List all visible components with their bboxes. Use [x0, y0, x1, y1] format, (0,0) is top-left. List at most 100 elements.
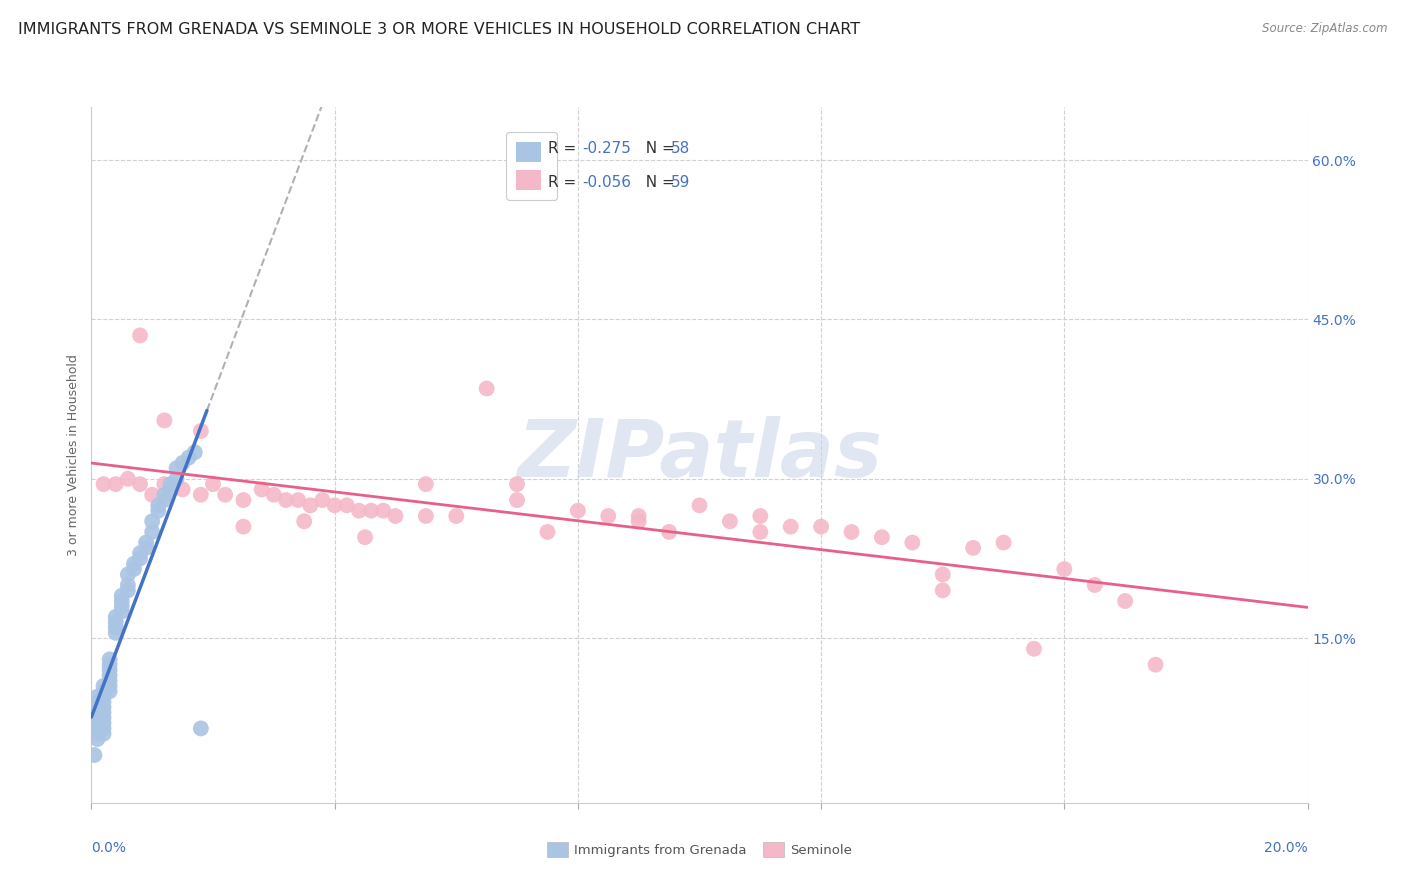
Point: [749, 508, 772, 523]
Point: [166, 472, 188, 486]
Point: [506, 493, 529, 508]
Text: IMMIGRANTS FROM GRENADA VS SEMINOLE 3 OR MORE VEHICLES IN HOUSEHOLD CORRELATION : IMMIGRANTS FROM GRENADA VS SEMINOLE 3 OR…: [18, 22, 860, 37]
Text: N =: N =: [636, 142, 679, 156]
Point: [104, 625, 127, 640]
Point: [347, 504, 370, 518]
Point: [993, 535, 1015, 549]
Point: [93, 477, 115, 491]
Point: [250, 483, 273, 497]
Point: [263, 488, 285, 502]
Point: [931, 583, 953, 598]
Point: [98, 663, 121, 677]
Point: [129, 551, 152, 566]
Point: [810, 519, 832, 533]
Point: [506, 477, 529, 491]
Point: [93, 711, 115, 725]
Point: [1053, 562, 1076, 576]
Point: [779, 519, 801, 533]
Point: [184, 445, 207, 459]
Point: [111, 594, 134, 608]
Point: [98, 673, 121, 688]
Point: [93, 700, 115, 714]
Point: [360, 504, 382, 518]
Text: 0.0%: 0.0%: [91, 841, 127, 855]
Text: -0.275: -0.275: [582, 142, 631, 156]
Text: Source: ZipAtlas.com: Source: ZipAtlas.com: [1263, 22, 1388, 36]
Point: [901, 535, 924, 549]
Point: [475, 382, 498, 396]
Point: [117, 567, 139, 582]
Point: [962, 541, 984, 555]
Point: [627, 508, 650, 523]
Text: N =: N =: [636, 175, 679, 190]
Point: [86, 732, 108, 747]
Point: [598, 508, 620, 523]
Point: [111, 599, 134, 614]
Point: [122, 562, 145, 576]
Point: [111, 605, 134, 619]
Point: [627, 514, 650, 528]
Point: [98, 679, 121, 693]
Point: [870, 530, 893, 544]
Point: [190, 424, 212, 438]
Point: [93, 690, 115, 704]
Point: [232, 493, 254, 508]
Text: R =: R =: [548, 142, 582, 156]
Point: [354, 530, 377, 544]
Point: [98, 684, 121, 698]
Y-axis label: 3 or more Vehicles in Household: 3 or more Vehicles in Household: [67, 354, 80, 556]
Point: [98, 657, 121, 672]
Point: [93, 716, 115, 731]
Point: [83, 747, 105, 762]
Point: [177, 450, 200, 465]
Point: [122, 557, 145, 571]
Point: [117, 583, 139, 598]
Point: [373, 504, 395, 518]
Text: R =: R =: [548, 175, 582, 190]
Point: [148, 504, 170, 518]
Point: [299, 499, 322, 513]
Text: 20.0%: 20.0%: [1264, 841, 1308, 855]
Point: [93, 695, 115, 709]
Point: [104, 610, 127, 624]
Point: [749, 524, 772, 539]
Point: [536, 524, 558, 539]
Point: [141, 514, 163, 528]
Point: [153, 477, 176, 491]
Point: [384, 508, 406, 523]
Point: [104, 621, 127, 635]
Point: [232, 519, 254, 533]
Point: [658, 524, 681, 539]
Point: [190, 722, 212, 736]
Point: [274, 493, 297, 508]
Point: [86, 716, 108, 731]
Point: [111, 589, 134, 603]
Point: [172, 483, 194, 497]
Point: [153, 493, 176, 508]
Point: [1084, 578, 1107, 592]
Point: [336, 499, 359, 513]
Point: [292, 514, 315, 528]
Point: [86, 711, 108, 725]
Point: [1114, 594, 1136, 608]
Point: [129, 477, 152, 491]
Point: [135, 535, 157, 549]
Point: [718, 514, 741, 528]
Point: [104, 477, 127, 491]
Point: [311, 493, 333, 508]
Point: [172, 456, 194, 470]
Point: [444, 508, 467, 523]
Point: [159, 477, 181, 491]
Text: 59: 59: [671, 175, 690, 190]
Point: [688, 499, 710, 513]
Point: [98, 668, 121, 682]
Point: [1022, 641, 1045, 656]
Point: [86, 700, 108, 714]
Point: [159, 483, 181, 497]
Point: [86, 727, 108, 741]
Point: [841, 524, 863, 539]
Point: [93, 679, 115, 693]
Point: [415, 477, 437, 491]
Text: ZIPatlas: ZIPatlas: [517, 416, 882, 494]
Point: [93, 722, 115, 736]
